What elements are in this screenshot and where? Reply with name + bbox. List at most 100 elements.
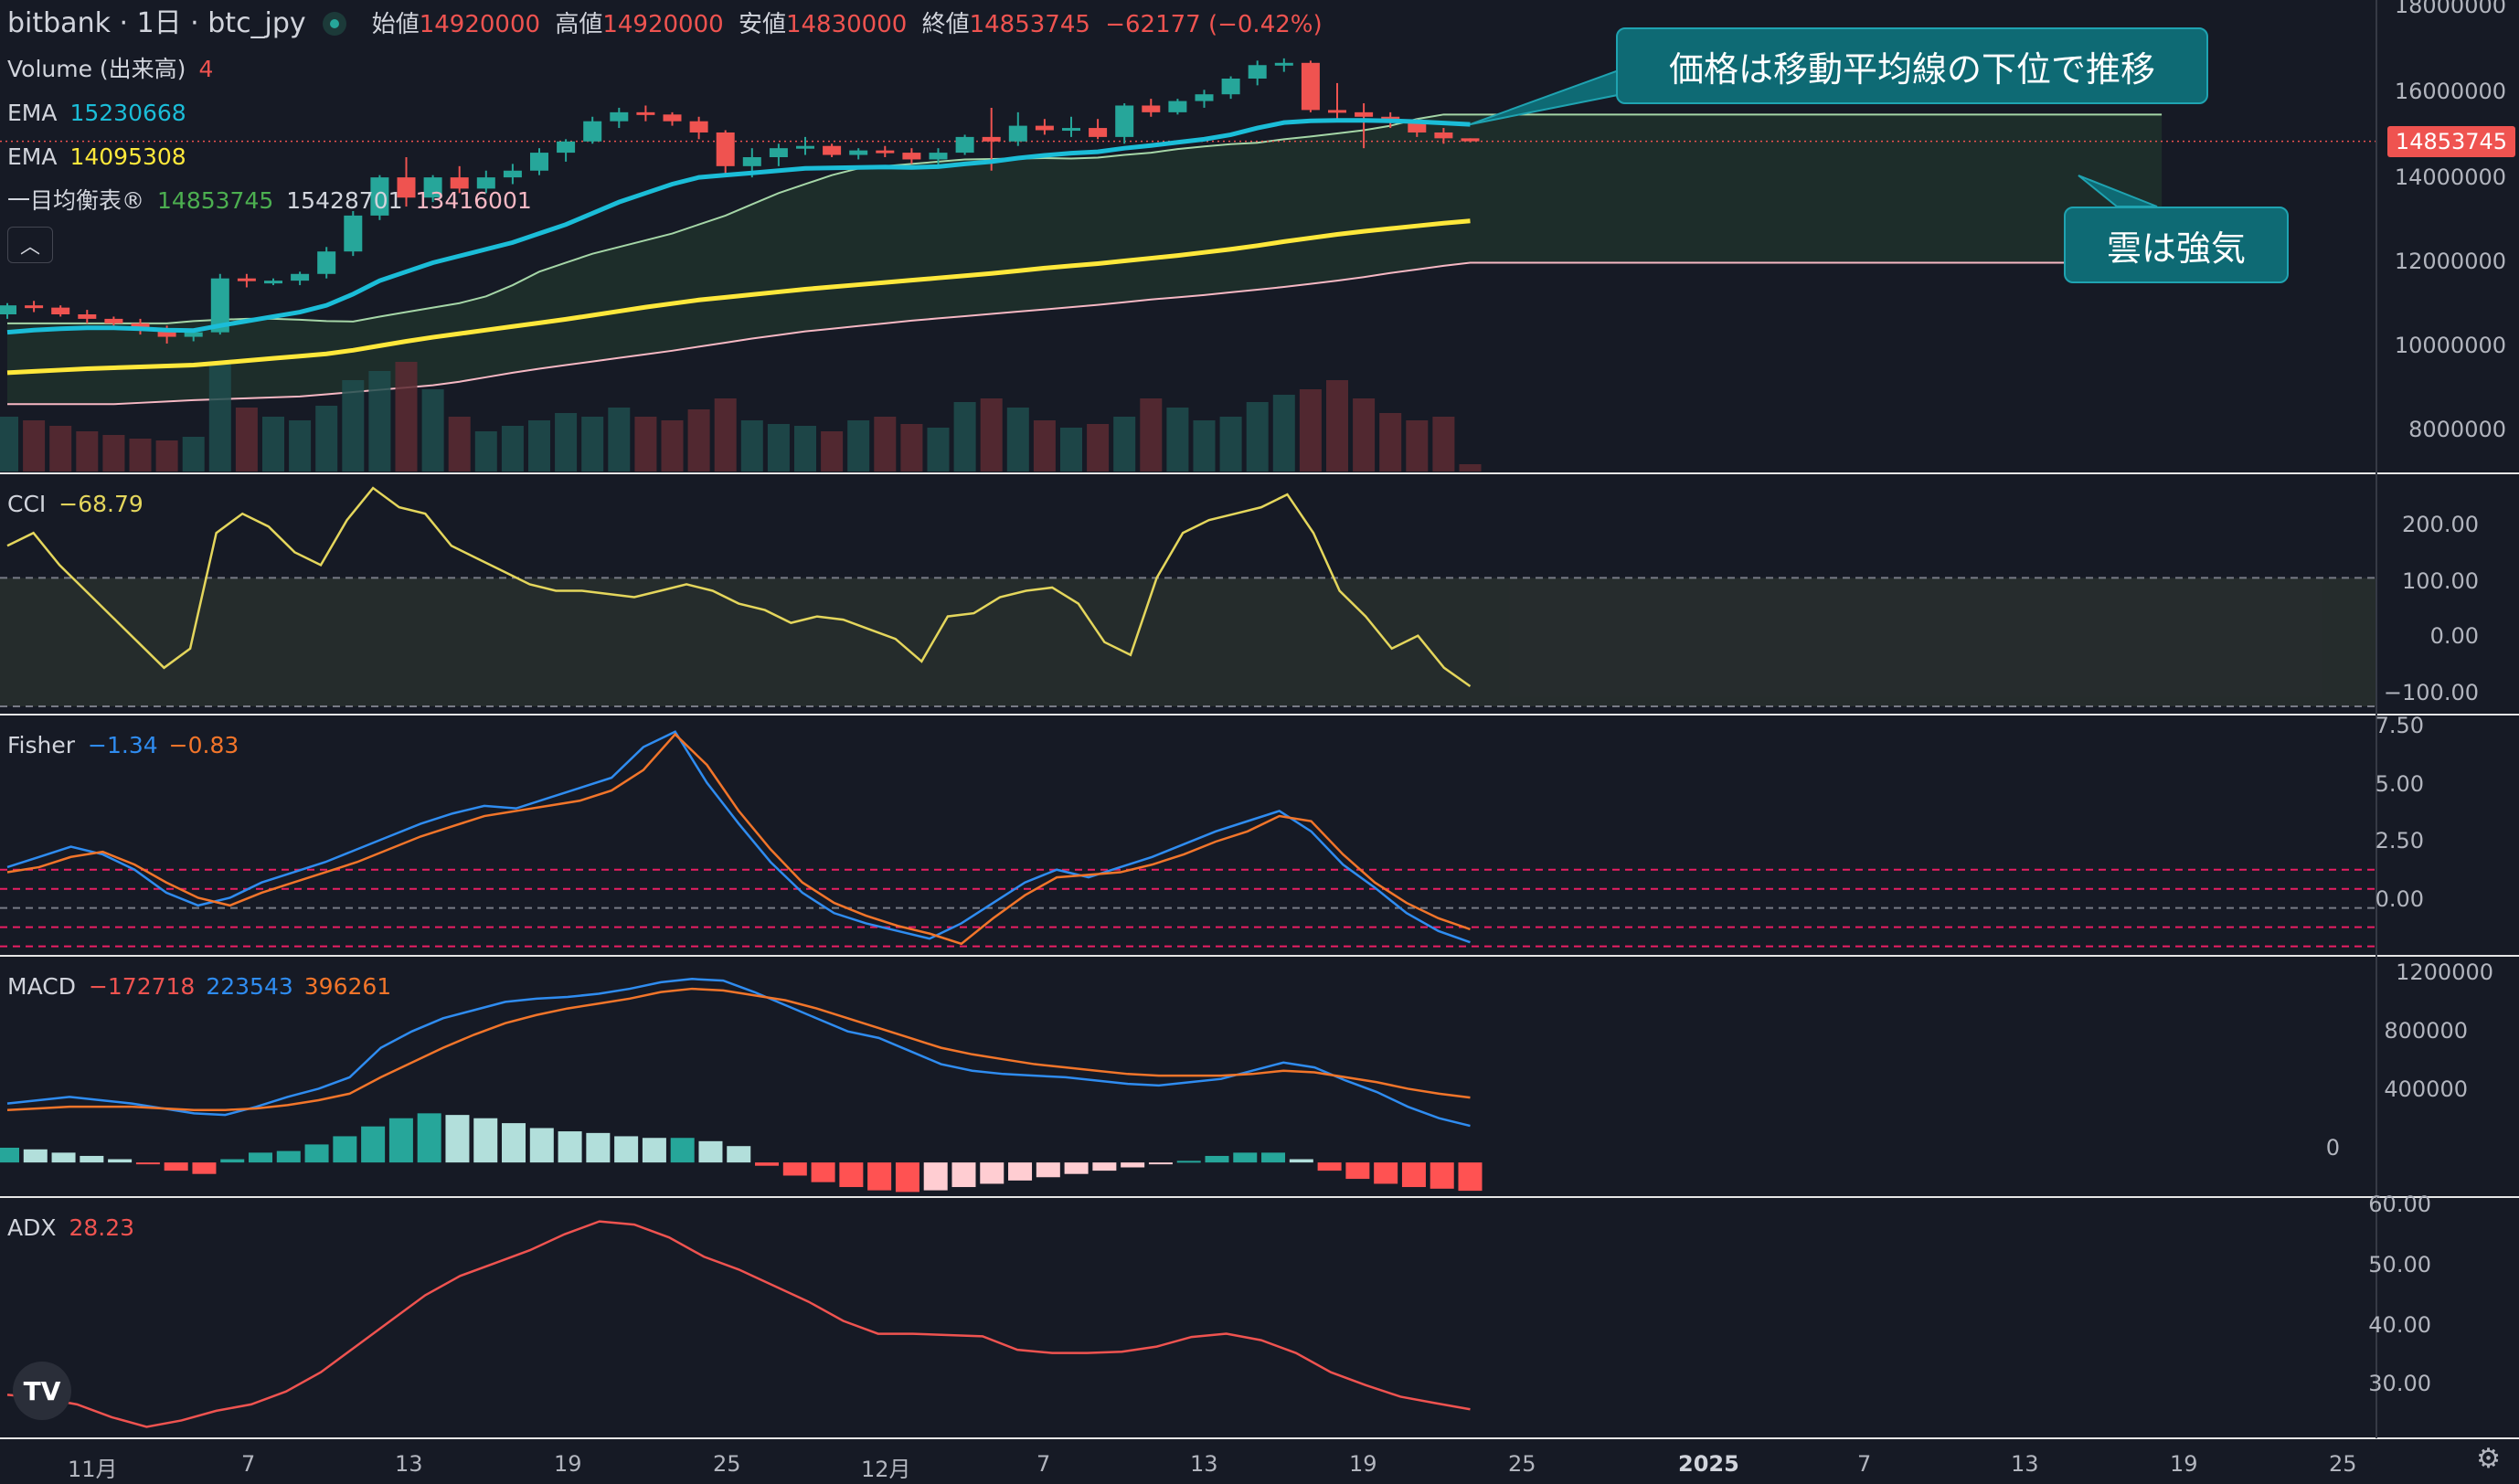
callout-cloud-bullish[interactable]: 雲は強気 xyxy=(2064,207,2289,283)
gear-icon[interactable]: ⚙ xyxy=(2476,1443,2501,1475)
cci-label: CCI xyxy=(7,491,47,517)
volume-bar xyxy=(395,362,418,472)
time-axis-label: 25 xyxy=(1508,1451,1536,1477)
volume-bar xyxy=(262,417,284,472)
volume-bar xyxy=(1033,420,1056,472)
candle-body xyxy=(955,136,974,154)
tradingview-logo-icon[interactable]: TV xyxy=(13,1362,71,1420)
fisher-value: −1.34 xyxy=(88,732,158,758)
macd-histogram-bar xyxy=(1458,1162,1483,1192)
volume-legend[interactable]: Volume (出来高) 4 xyxy=(7,55,213,84)
close-label: 終値 xyxy=(921,11,970,38)
cci-axis-label: −100.00 xyxy=(2383,680,2479,705)
volume-bar xyxy=(767,424,790,472)
ichimoku-value-2: 15428701 xyxy=(286,187,403,214)
candle-body xyxy=(823,145,842,155)
volume-bar xyxy=(1166,408,1189,472)
ichimoku-legend[interactable]: 一目均衡表® 14853745 15428701 13416001 xyxy=(7,186,532,216)
current-price-tag: 14853745 xyxy=(2387,126,2515,157)
candle-body xyxy=(1355,111,1374,117)
volume-bar xyxy=(1326,380,1348,472)
ema-slow-label: EMA xyxy=(7,143,58,170)
symbol-title[interactable]: bitbank · 1日 · btc_jpy xyxy=(7,7,306,39)
candle-body xyxy=(1035,125,1054,131)
macd-histogram-bar xyxy=(1261,1152,1286,1163)
macd-histogram-bar xyxy=(1092,1162,1117,1171)
candle-body xyxy=(317,251,336,274)
candle-body xyxy=(397,177,416,198)
candle-body xyxy=(1089,128,1108,137)
candle-body xyxy=(210,278,229,333)
volume-bar xyxy=(129,439,152,472)
candle-body xyxy=(1008,125,1027,142)
volume-bar xyxy=(421,389,444,472)
macd-histogram-bar xyxy=(445,1115,470,1163)
candle-body xyxy=(1115,105,1134,137)
macd-histogram-bar xyxy=(614,1136,639,1163)
fisher-legend[interactable]: Fisher −1.34 −0.83 xyxy=(7,731,239,760)
volume-bar xyxy=(448,417,471,472)
volume-bar xyxy=(208,362,231,472)
macd-signal-line xyxy=(6,987,1471,1112)
macd-histogram-bar xyxy=(388,1118,413,1163)
macd-axis-label: 400000 xyxy=(2384,1076,2468,1102)
ichimoku-value-1: 14853745 xyxy=(157,187,274,214)
macd-histogram-bar xyxy=(1345,1162,1370,1180)
candle-body xyxy=(1168,101,1187,112)
macd-histogram-bar xyxy=(473,1118,498,1163)
macd-axis-label: 1200000 xyxy=(2396,959,2493,985)
candle-body xyxy=(0,305,16,314)
candle-body xyxy=(1301,62,1320,111)
candle-body xyxy=(344,215,363,252)
volume-bar xyxy=(1140,398,1163,472)
fisher-label: Fisher xyxy=(7,732,76,758)
macd-histogram-bar xyxy=(304,1144,329,1163)
volume-bar xyxy=(1006,408,1029,472)
callout-price-below-ma[interactable]: 価格は移動平均線の下位で推移 xyxy=(1616,27,2208,104)
high-label: 高値 xyxy=(555,11,603,38)
macd-histogram-bar xyxy=(1064,1162,1089,1174)
volume-bar xyxy=(1406,420,1429,472)
candle-body xyxy=(264,281,282,284)
macd-histogram-bar xyxy=(51,1152,76,1163)
volume-bar xyxy=(76,431,99,472)
ema-fast-legend[interactable]: EMA 15230668 xyxy=(7,99,186,128)
volume-bar xyxy=(1459,464,1482,472)
fisher-axis-label: 2.50 xyxy=(2375,828,2424,853)
volume-bar xyxy=(182,437,205,472)
macd-histogram-bar xyxy=(23,1149,48,1163)
ichimoku-value-3: 13416001 xyxy=(415,187,532,214)
macd-histogram-bar xyxy=(164,1162,188,1171)
ichimoku-cloud xyxy=(7,114,2163,405)
volume-bar xyxy=(1353,398,1376,472)
volume-bar xyxy=(1087,424,1110,472)
time-axis-label: 13 xyxy=(395,1451,423,1477)
fisher-axis-label: 5.00 xyxy=(2375,771,2424,797)
cci-axis-label: 0.00 xyxy=(2429,623,2479,649)
candle-body xyxy=(237,278,256,281)
macd-histogram-bar xyxy=(1317,1162,1342,1171)
volume-bar xyxy=(661,420,684,472)
fisher-line xyxy=(6,730,1471,944)
macd-histogram-bar xyxy=(1289,1159,1313,1163)
ema-fast-label: EMA xyxy=(7,100,58,126)
macd-histogram-bar xyxy=(1401,1162,1426,1188)
macd-histogram-bar xyxy=(727,1146,751,1163)
candle-body xyxy=(1434,132,1453,139)
ema-slow-legend[interactable]: EMA 14095308 xyxy=(7,143,186,172)
macd-line-value: 223543 xyxy=(206,973,293,1000)
macd-legend[interactable]: MACD −172718 223543 396261 xyxy=(7,972,391,1002)
symbol-legend: bitbank · 1日 · btc_jpy 始値14920000 高値14920… xyxy=(7,7,1323,41)
cci-legend[interactable]: CCI −68.79 xyxy=(7,490,143,519)
macd-histogram-bar xyxy=(951,1162,976,1188)
macd-histogram-bar xyxy=(333,1136,357,1163)
macd-histogram-bar xyxy=(642,1138,666,1163)
low-value: 14830000 xyxy=(785,11,908,38)
adx-legend[interactable]: ADX 28.23 xyxy=(7,1214,134,1243)
time-axis-label: 7 xyxy=(1857,1451,1872,1477)
macd-histogram-bar xyxy=(502,1123,526,1163)
adx-axis-label: 40.00 xyxy=(2368,1312,2431,1338)
collapse-legend-button[interactable]: ︿ xyxy=(7,227,53,263)
macd-axis-label: 0 xyxy=(2325,1135,2340,1161)
